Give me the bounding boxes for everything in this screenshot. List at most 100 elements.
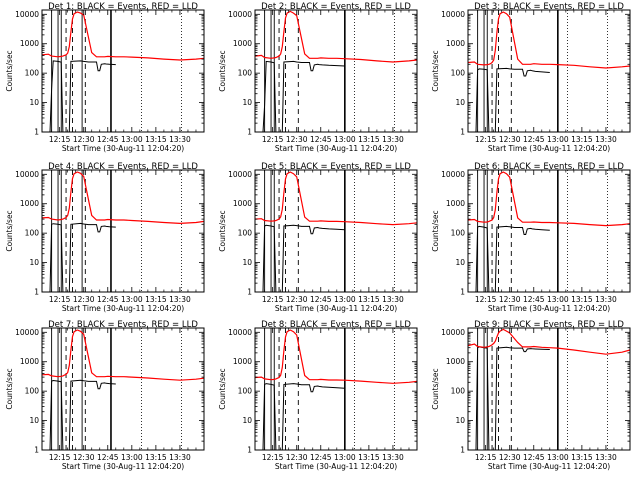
plot-frame — [41, 9, 205, 133]
y-tick-label: 10 — [242, 98, 252, 107]
events-series-line — [468, 346, 550, 451]
plot-frame — [467, 169, 631, 293]
y-tick-label: 100 — [25, 69, 40, 78]
y-tick-label: 1 — [460, 288, 465, 297]
y-tick-label: 10 — [29, 258, 39, 267]
lld-series-line — [254, 329, 418, 384]
y-tick-label: 1000 — [233, 199, 252, 208]
y-tick-label: 10000 — [15, 328, 39, 337]
plot-frame — [467, 9, 631, 133]
x-tick-label: 13:15 — [145, 135, 167, 144]
detector-panel-4: Det 4: BLACK = Events, RED = LLD 1 10 100 10… — [5, 162, 205, 313]
y-tick-label: 1 — [247, 288, 252, 297]
plot-frame — [41, 169, 205, 293]
y-tick-label: 10 — [242, 416, 252, 425]
y-tick-label: 10000 — [15, 170, 39, 179]
x-tick-label: 12:45 — [523, 135, 545, 144]
x-tick-label: 13:15 — [145, 453, 167, 462]
y-tick-label: 10 — [455, 416, 465, 425]
x-axis-label: Start Time (30-Aug-11 12:04:20) — [275, 462, 397, 471]
detector-panel-1: Det 1: BLACK = Events, RED = LLD 1 10 100 10… — [5, 2, 205, 153]
x-tick-label: 13:30 — [169, 135, 191, 144]
y-tick-label: 100 — [451, 229, 466, 238]
y-axis-label: Counts/sec — [218, 210, 227, 251]
x-tick-label: 13:15 — [358, 295, 380, 304]
lld-series-line — [467, 328, 631, 355]
y-axis-label: Counts/sec — [431, 50, 440, 91]
x-tick-label: 13:30 — [382, 453, 404, 462]
x-tick-label: 12:15 — [475, 453, 497, 462]
events-series-line — [255, 60, 345, 133]
y-tick-label: 10 — [455, 98, 465, 107]
x-tick-label: 12:15 — [49, 135, 71, 144]
events-series-line — [468, 225, 550, 293]
detector-panel-3: Det 3: BLACK = Events, RED = LLD 1 10 100 10… — [431, 2, 631, 153]
y-tick-label: 100 — [451, 387, 466, 396]
detector-panel-5: Det 5: BLACK = Events, RED = LLD 1 10 100 10… — [218, 162, 418, 313]
panel-title: Det 4: BLACK = Events, RED = LLD — [48, 162, 198, 172]
x-tick-label: 12:45 — [97, 295, 119, 304]
plot-frame — [254, 327, 418, 451]
panel-title: Det 2: BLACK = Events, RED = LLD — [261, 2, 411, 12]
detector-panel-9: Det 9: BLACK = Events, RED = LLD 1 10 100 10… — [431, 320, 631, 471]
x-tick-label: 12:30 — [499, 453, 521, 462]
events-series-line — [255, 383, 345, 451]
x-tick-label: 13:15 — [571, 453, 593, 462]
panel-title: Det 6: BLACK = Events, RED = LLD — [474, 162, 624, 172]
y-tick-label: 100 — [25, 229, 40, 238]
x-axis-label: Start Time (30-Aug-11 12:04:20) — [62, 304, 184, 313]
x-tick-label: 12:45 — [310, 295, 332, 304]
x-tick-label: 12:45 — [310, 453, 332, 462]
lld-series-line — [467, 171, 631, 227]
x-tick-label: 13:30 — [169, 295, 191, 304]
x-tick-label: 13:15 — [145, 295, 167, 304]
x-tick-label: 13:30 — [382, 295, 404, 304]
y-tick-label: 1 — [460, 128, 465, 137]
y-tick-label: 10000 — [228, 328, 252, 337]
panel-title: Det 9: BLACK = Events, RED = LLD — [474, 320, 624, 330]
x-tick-label: 12:30 — [73, 453, 95, 462]
x-tick-label: 13:15 — [358, 135, 380, 144]
detector-panel-8: Det 8: BLACK = Events, RED = LLD 1 10 100 10… — [218, 320, 418, 471]
y-tick-label: 100 — [238, 69, 253, 78]
x-tick-label: 13:30 — [595, 453, 617, 462]
x-tick-label: 12:30 — [73, 135, 95, 144]
x-axis-label: Start Time (30-Aug-11 12:04:20) — [275, 304, 397, 313]
y-tick-label: 10000 — [441, 328, 465, 337]
y-tick-label: 100 — [238, 229, 253, 238]
x-tick-label: 13:00 — [121, 135, 143, 144]
x-tick-label: 13:30 — [169, 453, 191, 462]
lld-series-line — [467, 11, 631, 69]
x-tick-label: 12:45 — [523, 453, 545, 462]
x-tick-label: 12:15 — [475, 295, 497, 304]
plot-frame — [254, 9, 418, 133]
y-tick-label: 1000 — [446, 199, 465, 208]
y-tick-label: 10 — [242, 258, 252, 267]
panel-title: Det 5: BLACK = Events, RED = LLD — [261, 162, 411, 172]
x-tick-label: 13:00 — [334, 295, 356, 304]
plot-frame — [254, 169, 418, 293]
x-tick-label: 12:45 — [97, 453, 119, 462]
events-series-line — [42, 60, 116, 133]
x-tick-label: 12:15 — [49, 453, 71, 462]
x-tick-label: 12:30 — [286, 453, 308, 462]
lld-series-line — [41, 329, 205, 381]
plot-frame — [467, 327, 631, 451]
y-tick-label: 1 — [34, 128, 39, 137]
x-axis-label: Start Time (30-Aug-11 12:04:20) — [275, 144, 397, 153]
lld-series-line — [41, 11, 205, 61]
x-axis-label: Start Time (30-Aug-11 12:04:20) — [488, 144, 610, 153]
y-tick-label: 1 — [247, 446, 252, 455]
x-tick-label: 13:30 — [382, 135, 404, 144]
y-tick-label: 10000 — [228, 10, 252, 19]
y-tick-label: 1000 — [233, 39, 252, 48]
x-axis-label: Start Time (30-Aug-11 12:04:20) — [488, 462, 610, 471]
y-tick-label: 1000 — [20, 357, 39, 366]
y-tick-label: 1 — [247, 128, 252, 137]
lld-series-line — [254, 10, 418, 63]
x-axis-label: Start Time (30-Aug-11 12:04:20) — [62, 462, 184, 471]
y-tick-label: 1000 — [233, 357, 252, 366]
detector-panel-2: Det 2: BLACK = Events, RED = LLD 1 10 100 10… — [218, 2, 418, 153]
x-tick-label: 13:15 — [571, 135, 593, 144]
